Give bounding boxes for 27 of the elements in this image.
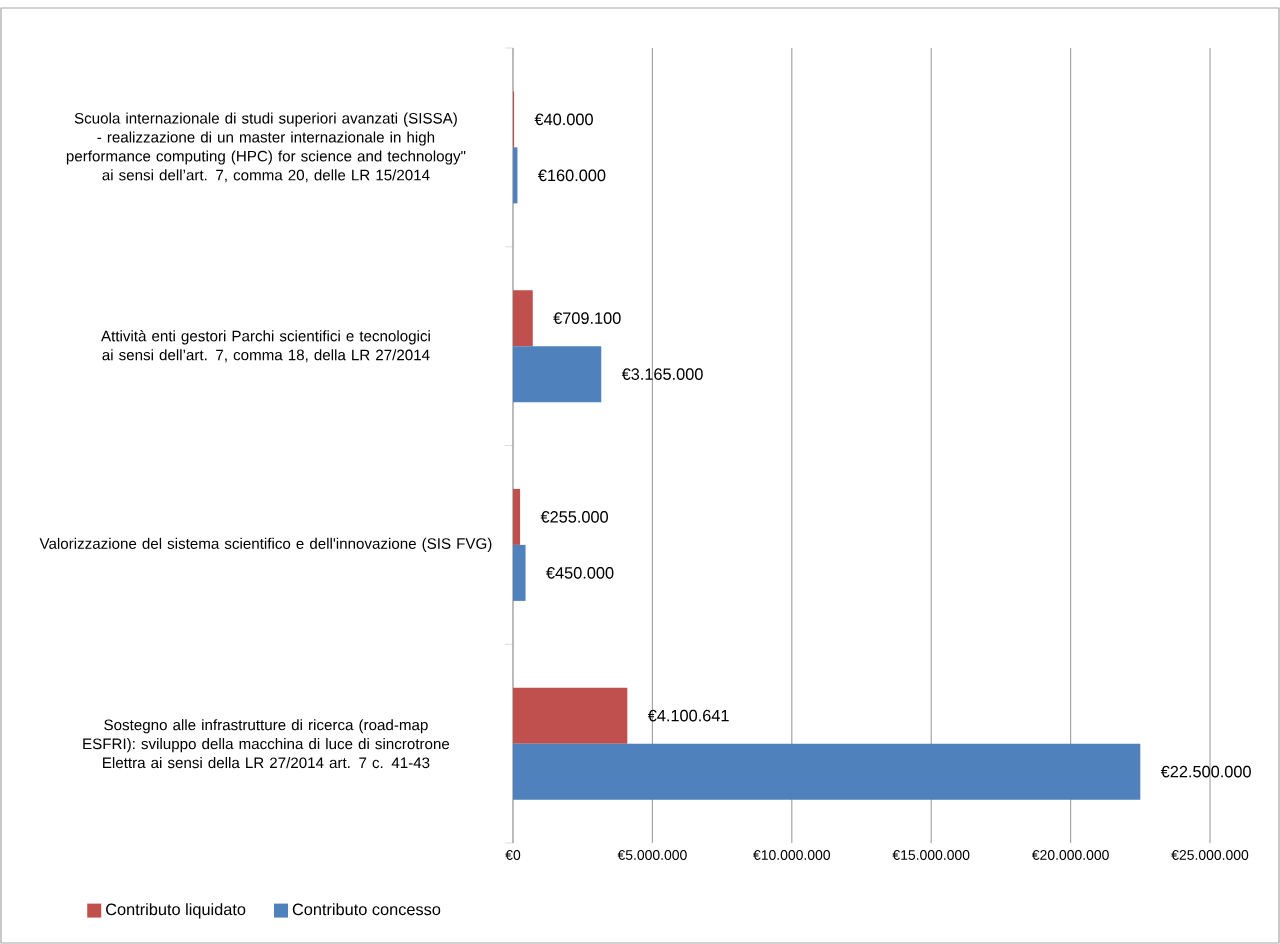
data-label: €160.000 <box>537 169 606 182</box>
bar <box>513 687 628 744</box>
bar <box>513 147 518 204</box>
x-tick-label: €5.000.000 <box>617 850 687 860</box>
legend-label: Contributo concesso <box>292 903 441 916</box>
bar <box>513 290 533 347</box>
x-tick-label: €10.000.000 <box>753 850 831 860</box>
y-tick-label: Attività enti gestori Parchi scientifici e tecnologici ai sensi dell’art. 7, comma 18, della LR 27/2014 <box>101 330 430 363</box>
bar <box>513 743 1141 800</box>
data-label: €709.100 <box>553 312 621 324</box>
data-label: €40.000 <box>534 113 593 126</box>
y-tick-label: Scuola internazionale di studi superiori avanzati (SISSA) - realizzazione di un master internazionale in high performance computing (HPC) for science and technology" ai sensi dell’art. 7, comma 20, delle LR 15/2014 <box>66 112 466 183</box>
y-tick-label: Valorizzazione del sistema scientifico e dell'innovazione (SIS FVG) <box>39 537 492 552</box>
data-label: €4.100.641 <box>647 709 729 722</box>
bar <box>513 346 602 403</box>
legend-label: Contributo liquidato <box>106 903 246 919</box>
bar <box>513 488 521 545</box>
data-label: €3.165.000 <box>621 368 703 380</box>
data-label: €255.000 <box>540 511 608 523</box>
bar <box>513 544 526 601</box>
data-label: €450.000 <box>546 567 614 579</box>
x-tick-label: €0 <box>505 850 521 860</box>
data-label: €22.500.000 <box>1160 765 1251 778</box>
x-tick-label: €20.000.000 <box>1031 850 1109 860</box>
x-tick-label: €25.000.000 <box>1171 850 1249 860</box>
y-tick-label: Sostegno alle infrastrutture di ricerca (road-map ESFRI): sviluppo della macchina di luce di sincrotrone Elettra ai sensi della LR 27/2014 art. 7 c. 41-43 <box>83 719 450 769</box>
x-tick-label: €15.000.000 <box>892 850 970 860</box>
